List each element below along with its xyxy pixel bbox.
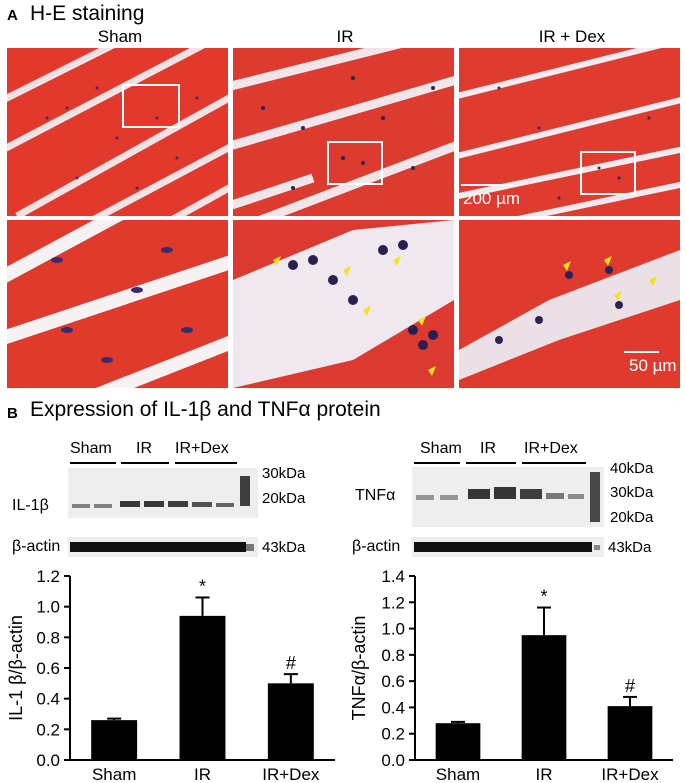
chart0-bar-0 [91,720,138,760]
chart1-bar-2 [607,706,653,760]
chart0-ytick-label-2: 0.4 [36,690,60,709]
il1b-bar-chart: 0.0 0.2 0.4 0.6 0.8 1.0 1.2 IL-1 β/β-actin Sham *… [6,567,335,783]
scale-bar-50um-label: 50 µm [629,356,677,375]
panel-b-title: Expression of IL-1β and TNFα protein [30,398,381,421]
right-marker-30kda: 30kDa [610,484,654,501]
left-marker-30kda: 30kDa [262,465,306,482]
chart1-bar-0 [435,723,481,760]
right-blot-group-ir: IR [480,440,496,457]
chart0-annotation-2: # [286,653,296,673]
micrograph-ir-dex-high-mag: 50 µm [459,220,680,388]
micrograph-ir-low-mag [233,48,454,216]
right-blot-ir-underline [466,462,516,464]
micrograph-ir-high-mag [233,220,454,388]
left-blot-ir-dex-underline [175,462,237,464]
left-blot-ir-underline [121,462,169,464]
chart1-category-label-1: IR [536,765,553,783]
chart0-ylabel: IL-1 β/β-actin [6,615,26,721]
chart0-ytick-label-4: 0.8 [36,628,60,647]
right-marker-43kda: 43kDa [608,539,652,556]
left-blot-group-sham: Sham [70,440,112,457]
right-marker-40kda: 40kDa [610,460,654,477]
chart0-bar-1 [179,615,226,760]
left-marker-20kda: 20kDa [262,490,306,507]
right-blot-ir-dex-underline [522,462,586,464]
chart1-ytick-label-5: 1.0 [381,620,405,639]
panel-a-title: H-E staining [30,2,145,25]
left-blot-group-ir: IR [136,440,152,457]
chart1-category-label-0: Sham [436,765,480,783]
chart1-ytick-label-6: 1.2 [381,593,405,612]
il1b-blot-image [68,468,258,518]
chart1-category-label-2: IR+Dex [601,765,659,783]
left-marker-43kda: 43kDa [262,539,306,556]
chart1-ytick-label-3: 0.6 [381,672,405,691]
chart0-bar-2 [267,683,314,760]
chart1-annotation-2: # [625,676,635,696]
chart0-ytick-label-3: 0.6 [36,659,60,678]
chart1-annotation-1: * [540,587,547,607]
chart1-bar-1 [521,635,567,760]
chart1-ylabel: TNFα/β-actin [349,616,369,721]
chart0-annotation-1: * [199,576,206,596]
chart1-ytick-label-4: 0.8 [381,646,405,665]
left-beta-actin-row-label: β-actin [12,538,61,555]
right-beta-actin-blot-image [412,537,604,557]
chart0-category-label-1: IR [194,765,211,783]
right-beta-actin-row-label: β-actin [352,538,401,555]
chart0-ytick-label-0: 0.0 [36,751,60,770]
tnfa-row-label: TNFα [355,487,396,504]
chart0-category-label-2: IR+Dex [262,765,320,783]
right-blot-sham-underline [414,462,460,464]
chart0-ytick-label-5: 1.0 [36,598,60,617]
right-marker-20kda: 20kDa [610,509,654,526]
il1b-row-label: IL-1β [12,497,49,514]
chart1-ytick-label-1: 0.2 [381,725,405,744]
panel-b-letter: B [7,405,18,422]
column-label-ir: IR [336,27,354,46]
right-blot-group-sham: Sham [420,440,462,457]
micrograph-sham-low-mag [7,48,228,216]
chart0-category-label-0: Sham [92,765,136,783]
column-label-ir-dex: IR + Dex [538,27,606,46]
tnfa-bar-chart: 0.0 0.2 0.4 0.6 0.8 1.0 1.2 1.4 TNFα/β-actin Sham… [349,567,673,783]
left-beta-actin-blot-image [68,537,258,557]
scale-bar-200um-label: 200 µm [463,189,521,208]
chart1-ytick-label-7: 1.4 [381,567,405,586]
chart1-ytick-label-2: 0.4 [381,698,405,717]
left-blot-sham-underline [70,462,116,464]
column-label-sham: Sham [97,27,143,46]
tnfa-blot-image [412,467,604,527]
chart0-ytick-label-6: 1.2 [36,567,60,586]
left-blot-group-ir-dex: IR+Dex [175,440,229,457]
panel-a-letter: A [7,7,18,24]
micrograph-ir-dex-low-mag: 200 µm [459,48,680,216]
right-blot-group-ir-dex: IR+Dex [524,440,578,457]
chart1-ytick-label-0: 0.0 [381,751,405,770]
chart0-ytick-label-1: 0.2 [36,720,60,739]
micrograph-sham-high-mag [7,220,228,388]
